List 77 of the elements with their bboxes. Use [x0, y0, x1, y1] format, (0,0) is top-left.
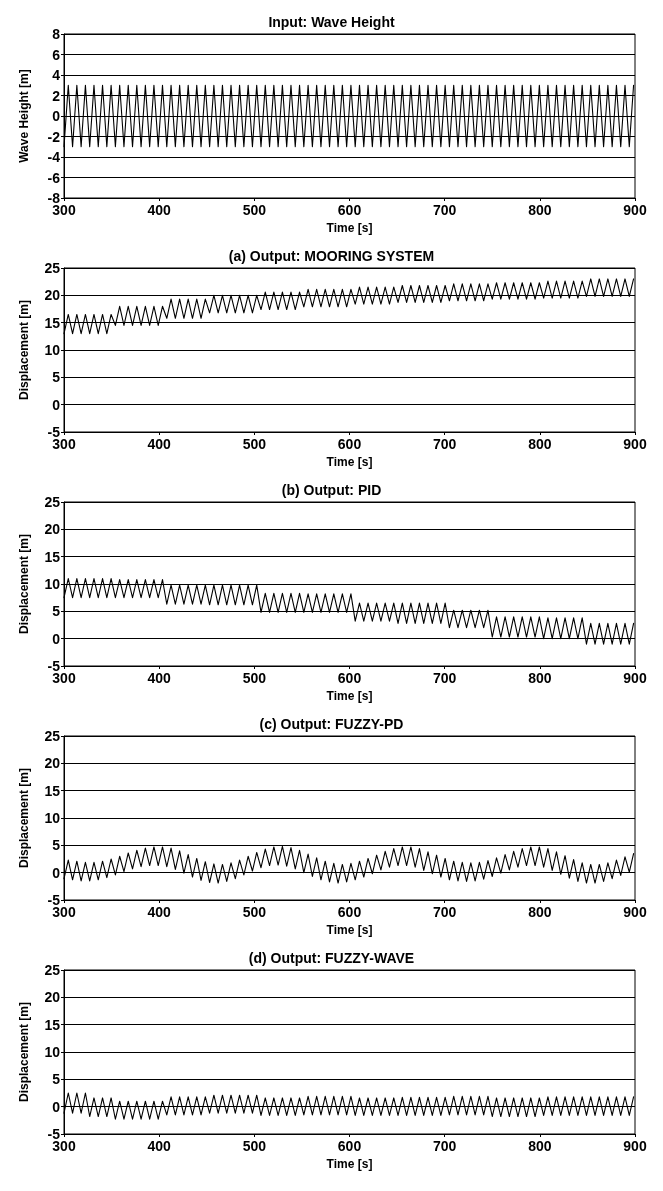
x-tick-label: 600 [337, 202, 362, 218]
x-tick-label: 700 [432, 202, 457, 218]
y-tick-label: -6 [47, 169, 61, 186]
y-tick-label: 2 [52, 87, 61, 104]
y-tick-label: 0 [52, 396, 61, 413]
y-tick-label: 5 [52, 1071, 61, 1088]
x-tick-label: 900 [623, 1138, 647, 1154]
y-tick-label: 15 [44, 314, 61, 331]
x-tick-label: 500 [242, 436, 267, 452]
x-axis-title: Time [s] [326, 688, 373, 703]
x-tick-label: 900 [623, 670, 647, 686]
y-axis-title: Displacement [m] [17, 767, 31, 869]
y-tick-label: 15 [44, 1016, 61, 1033]
x-tick-label: 700 [432, 904, 457, 920]
chart-title: (c) Output: FUZZY-PD [259, 716, 404, 732]
x-axis-title: Time [s] [326, 922, 373, 937]
y-tick-label: 10 [44, 1044, 61, 1060]
y-tick-label: 15 [44, 548, 61, 565]
x-tick-label: 800 [528, 1138, 552, 1154]
y-tick-label: -4 [47, 149, 61, 165]
y-tick-label: 20 [44, 989, 61, 1006]
y-tick-label: 25 [44, 494, 61, 510]
y-tick-label: 6 [52, 46, 61, 63]
x-tick-label: 500 [242, 202, 267, 218]
x-tick-label: 500 [242, 670, 267, 686]
y-tick-label: 0 [52, 1098, 61, 1115]
x-tick-label: 900 [623, 202, 647, 218]
y-tick-label: 20 [44, 521, 61, 538]
x-tick-label: 800 [528, 436, 552, 452]
chart-title: (d) Output: FUZZY-WAVE [248, 950, 415, 966]
y-axis-title: Wave Height [m] [17, 69, 31, 163]
x-axis-title: Time [s] [326, 220, 373, 235]
y-tick-label: -2 [47, 128, 61, 145]
x-tick-label: 600 [337, 436, 362, 452]
x-tick-label: 700 [432, 670, 457, 686]
y-tick-label: 10 [44, 810, 61, 826]
y-tick-label: 5 [52, 837, 61, 854]
x-tick-label: 400 [147, 436, 172, 452]
y-tick-label: 8 [52, 26, 61, 42]
chart-title: Input: Wave Height [268, 14, 395, 30]
x-tick-label: 900 [623, 904, 647, 920]
y-axis-title: Displacement [m] [17, 1001, 31, 1103]
y-tick-label: 0 [52, 630, 61, 647]
x-tick-label: 900 [623, 436, 647, 452]
x-tick-label: 500 [242, 1138, 267, 1154]
x-tick-label: 400 [147, 202, 172, 218]
y-tick-label: 25 [44, 260, 61, 276]
x-tick-label: 800 [528, 670, 552, 686]
x-tick-label: 400 [147, 1138, 172, 1154]
y-tick-label: 25 [44, 962, 61, 978]
y-tick-label: 25 [44, 728, 61, 744]
y-axis-title: Displacement [m] [17, 299, 31, 401]
x-tick-label: 700 [432, 436, 457, 452]
y-tick-label: 10 [44, 576, 61, 592]
y-tick-label: 4 [52, 67, 61, 83]
x-tick-label: 800 [528, 904, 552, 920]
chart-title: (a) Output: MOORING SYSTEM [228, 248, 435, 264]
y-tick-label: 20 [44, 755, 61, 772]
y-tick-label: 5 [52, 369, 61, 386]
x-tick-label: 500 [242, 904, 267, 920]
x-tick-label: 700 [432, 1138, 457, 1154]
x-axis-title: Time [s] [326, 454, 373, 469]
y-tick-label: 0 [52, 108, 61, 124]
x-tick-label: 600 [337, 904, 362, 920]
x-tick-label: 800 [528, 202, 552, 218]
x-tick-label: 600 [337, 670, 362, 686]
y-tick-label: 5 [52, 603, 61, 620]
y-axis-title: Displacement [m] [17, 533, 31, 635]
x-axis-title: Time [s] [326, 1156, 373, 1171]
chart-title: (b) Output: PID [281, 482, 382, 498]
x-tick-label: 600 [337, 1138, 362, 1154]
y-tick-label: 10 [44, 342, 61, 358]
y-tick-label: 15 [44, 782, 61, 799]
y-tick-label: 20 [44, 287, 61, 304]
x-tick-label: 400 [147, 904, 172, 920]
y-tick-label: 0 [52, 864, 61, 881]
x-tick-label: 400 [147, 670, 172, 686]
